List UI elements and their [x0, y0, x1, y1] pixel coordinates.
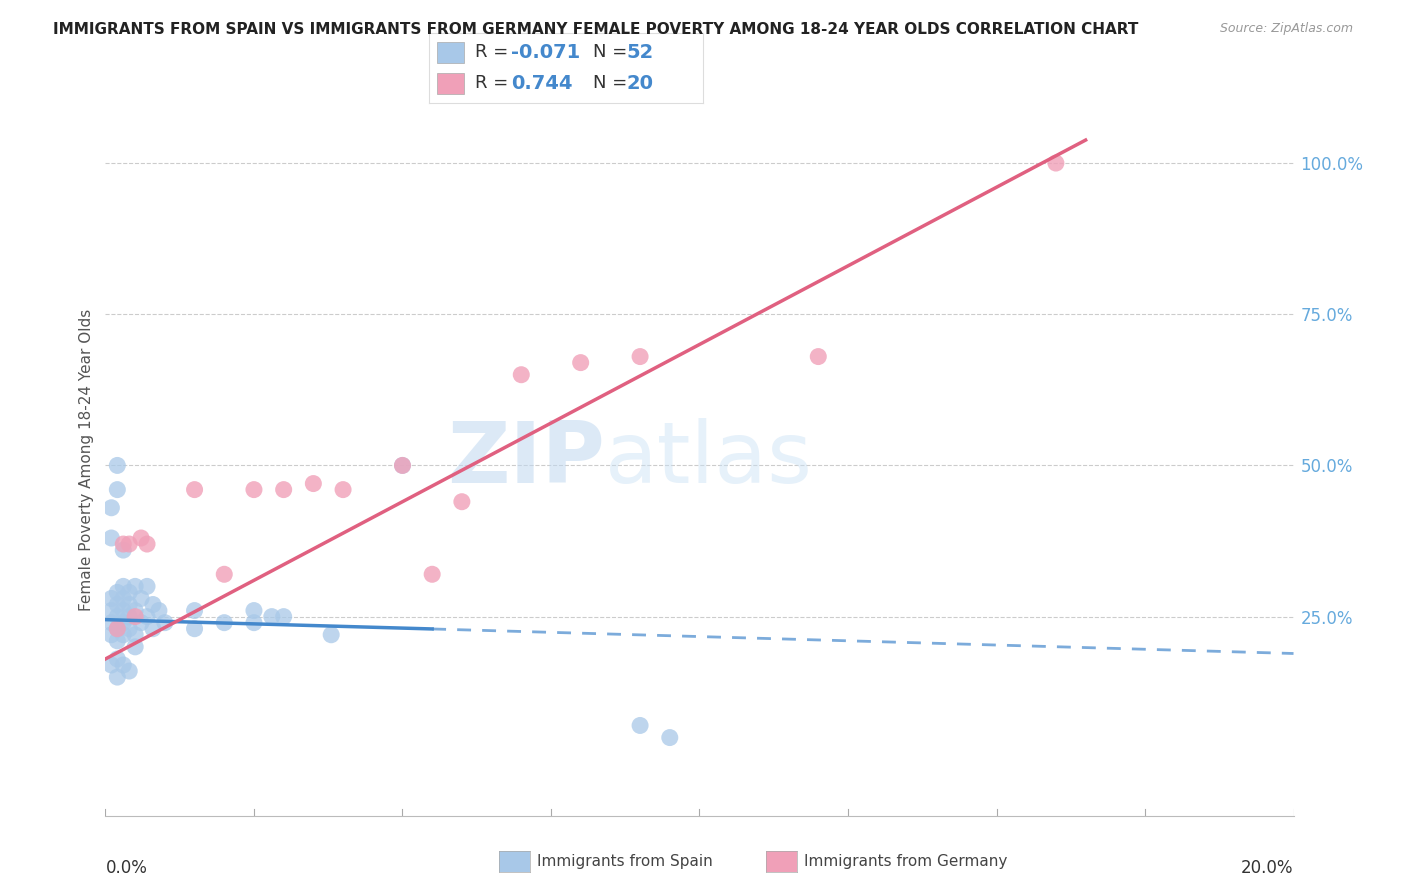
Point: [569, 356, 592, 370]
Point: [112, 628, 135, 642]
Point: [105, 633, 128, 648]
Text: ZIP: ZIP: [447, 417, 605, 501]
Point: [124, 628, 146, 642]
Point: [105, 670, 128, 684]
Point: [510, 368, 533, 382]
Point: [214, 615, 236, 630]
Text: atlas: atlas: [605, 417, 813, 501]
Point: [243, 603, 266, 617]
Point: [332, 483, 354, 497]
Point: [100, 658, 122, 673]
Point: [105, 483, 128, 497]
Point: [243, 615, 266, 630]
Point: [100, 531, 122, 545]
Point: [118, 585, 141, 599]
Point: [124, 603, 146, 617]
Point: [142, 622, 165, 636]
Point: [142, 598, 165, 612]
Point: [105, 652, 128, 666]
Point: [105, 622, 128, 636]
Point: [112, 537, 135, 551]
Text: 20: 20: [626, 74, 654, 93]
Point: [112, 543, 135, 558]
Text: N =: N =: [593, 43, 633, 62]
Text: Immigrants from Spain: Immigrants from Spain: [537, 855, 713, 869]
Text: N =: N =: [593, 74, 633, 93]
Text: R =: R =: [475, 43, 515, 62]
Point: [112, 591, 135, 606]
Point: [273, 609, 295, 624]
Point: [112, 615, 135, 630]
Point: [129, 615, 152, 630]
Point: [105, 458, 128, 473]
Point: [807, 350, 830, 364]
Point: [183, 622, 205, 636]
Text: R =: R =: [475, 74, 515, 93]
FancyBboxPatch shape: [437, 73, 464, 95]
Point: [628, 350, 651, 364]
Point: [118, 598, 141, 612]
Point: [118, 537, 141, 551]
Point: [112, 579, 135, 593]
Point: [105, 598, 128, 612]
Point: [183, 483, 205, 497]
Point: [124, 640, 146, 654]
Text: 52: 52: [626, 43, 654, 62]
Point: [100, 500, 122, 515]
Text: Immigrants from Germany: Immigrants from Germany: [804, 855, 1008, 869]
Point: [1045, 156, 1067, 170]
Point: [153, 615, 176, 630]
Point: [136, 609, 159, 624]
Point: [124, 579, 146, 593]
Point: [183, 603, 205, 617]
Point: [136, 537, 159, 551]
Point: [260, 609, 283, 624]
Point: [105, 609, 128, 624]
Point: [124, 609, 146, 624]
Point: [658, 731, 681, 745]
Point: [105, 622, 128, 636]
Point: [214, 567, 236, 582]
Point: [112, 658, 135, 673]
Point: [148, 603, 170, 617]
Text: Source: ZipAtlas.com: Source: ZipAtlas.com: [1219, 22, 1353, 36]
Point: [302, 476, 325, 491]
Point: [129, 531, 152, 545]
Point: [273, 483, 295, 497]
Point: [450, 494, 472, 508]
Point: [118, 622, 141, 636]
Point: [321, 628, 343, 642]
Point: [628, 718, 651, 732]
Point: [118, 609, 141, 624]
Point: [100, 591, 122, 606]
Text: 20.0%: 20.0%: [1241, 859, 1294, 877]
Point: [112, 603, 135, 617]
FancyBboxPatch shape: [437, 42, 464, 63]
Point: [420, 567, 443, 582]
Point: [100, 615, 122, 630]
Text: 0.0%: 0.0%: [105, 859, 148, 877]
Point: [391, 458, 413, 473]
Point: [243, 483, 266, 497]
Point: [105, 585, 128, 599]
Point: [100, 628, 122, 642]
Text: 0.744: 0.744: [512, 74, 572, 93]
Point: [136, 579, 159, 593]
Point: [118, 664, 141, 678]
Y-axis label: Female Poverty Among 18-24 Year Olds: Female Poverty Among 18-24 Year Olds: [79, 309, 94, 610]
Text: IMMIGRANTS FROM SPAIN VS IMMIGRANTS FROM GERMANY FEMALE POVERTY AMONG 18-24 YEAR: IMMIGRANTS FROM SPAIN VS IMMIGRANTS FROM…: [53, 22, 1139, 37]
Point: [391, 458, 413, 473]
Point: [129, 591, 152, 606]
Point: [100, 603, 122, 617]
Text: -0.071: -0.071: [512, 43, 581, 62]
